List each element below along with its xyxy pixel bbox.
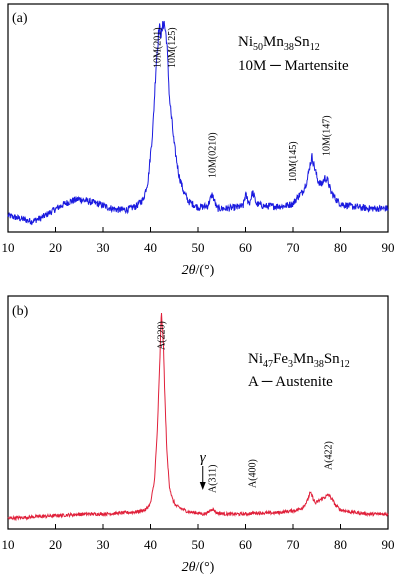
x-tick-label: 30 — [97, 240, 110, 255]
x-tick-label: 20 — [49, 240, 62, 255]
x-tick-label: 50 — [192, 240, 205, 255]
diffraction-line — [7, 20, 389, 226]
x-tick-label: 70 — [287, 240, 300, 255]
plot-frame — [7, 295, 389, 530]
x-tick-label: 80 — [334, 240, 347, 255]
x-tick-label: 60 — [239, 240, 252, 255]
peak-label: A(220) — [156, 321, 167, 350]
x-tick-label: 40 — [144, 240, 157, 255]
peak-label: 10M(145) — [288, 141, 299, 182]
peak-label: A(400) — [248, 459, 259, 488]
x-axis-label: 2θ/(°) — [182, 263, 215, 278]
panel-label: (b) — [12, 304, 29, 319]
peak-label: 10M(0210) — [207, 132, 218, 178]
phase-legend: A ─ Austenite — [248, 374, 333, 390]
panel-label: (a) — [12, 11, 28, 26]
chart-panel-b: 10 20 30 40 50 60 70 80 90 2θ/(°) (b) Ni47Fe3Mn38Sn… — [2, 295, 395, 575]
gamma-label: γ — [200, 450, 207, 466]
x-tick-label: 10 — [2, 240, 15, 255]
x-axis-label: 2θ/(°) — [182, 560, 215, 575]
x-tick-label: 50 — [192, 537, 205, 552]
peak-label: 10M(201) — [153, 27, 164, 68]
peak-label: A(422) — [324, 441, 335, 470]
x-axis-variable: 2θ — [182, 560, 196, 575]
peak-label: 10M(125) — [167, 27, 178, 68]
x-tick-label: 90 — [382, 537, 395, 552]
gamma-arrow-head — [199, 482, 206, 490]
x-tick-label: 40 — [144, 537, 157, 552]
composition-label: Ni50Mn38Sn12 — [238, 34, 320, 53]
phase-legend: 10M ─ Martensite — [238, 58, 349, 74]
diffraction-line — [7, 312, 389, 522]
x-axis-variable: 2θ — [182, 263, 196, 278]
x-axis-unit: /(°) — [196, 263, 215, 278]
x-tick-label: 10 — [2, 537, 15, 552]
peak-label: 10M(147) — [321, 115, 332, 156]
x-axis-unit: /(°) — [196, 560, 215, 575]
x-tick-label: 30 — [97, 537, 110, 552]
peak-label: A(311) — [207, 464, 218, 493]
composition-label: Ni47Fe3Mn38Sn12 — [248, 351, 350, 370]
x-tick-label: 20 — [49, 537, 62, 552]
x-tick-label: 90 — [382, 240, 395, 255]
x-tick-label: 70 — [287, 537, 300, 552]
x-tick-label: 60 — [239, 537, 252, 552]
x-tick-label: 80 — [334, 537, 347, 552]
chart-panel-a: 10 20 30 40 50 60 70 80 90 2θ/(°) (a) Ni50Mn38Sn12 1… — [2, 3, 395, 278]
